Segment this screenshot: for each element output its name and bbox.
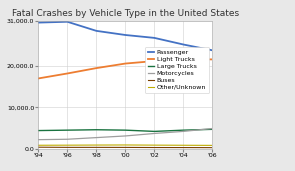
Other/Unknown bbox=[124, 144, 127, 146]
Passenger bbox=[153, 37, 156, 39]
Motorcycles bbox=[37, 139, 40, 141]
Large Trucks bbox=[124, 129, 127, 131]
Buses bbox=[37, 146, 40, 148]
Other/Unknown bbox=[211, 144, 214, 146]
Line: Light Trucks: Light Trucks bbox=[38, 59, 212, 78]
Other/Unknown bbox=[153, 144, 156, 146]
Light Trucks bbox=[124, 63, 127, 65]
Buses bbox=[65, 146, 69, 148]
Motorcycles bbox=[124, 135, 127, 137]
Title: Fatal Crashes by Vehicle Type in the United States: Fatal Crashes by Vehicle Type in the Uni… bbox=[12, 9, 239, 18]
Motorcycles bbox=[182, 130, 185, 132]
Large Trucks bbox=[211, 128, 214, 130]
Passenger bbox=[95, 30, 98, 32]
Light Trucks bbox=[211, 58, 214, 60]
Motorcycles bbox=[95, 137, 98, 139]
Line: Large Trucks: Large Trucks bbox=[38, 129, 212, 131]
Legend: Passenger, Light Trucks, Large Trucks, Motorcycles, Buses, Other/Unknown: Passenger, Light Trucks, Large Trucks, M… bbox=[145, 47, 209, 93]
Motorcycles bbox=[65, 138, 69, 140]
Other/Unknown bbox=[37, 144, 40, 146]
Light Trucks bbox=[65, 73, 69, 75]
Motorcycles bbox=[153, 132, 156, 134]
Motorcycles bbox=[211, 127, 214, 129]
Buses bbox=[182, 147, 185, 149]
Light Trucks bbox=[182, 58, 185, 60]
Line: Passenger: Passenger bbox=[38, 22, 212, 50]
Large Trucks bbox=[65, 129, 69, 131]
Large Trucks bbox=[95, 129, 98, 131]
Passenger bbox=[211, 49, 214, 51]
Passenger bbox=[124, 34, 127, 36]
Other/Unknown bbox=[182, 144, 185, 146]
Other/Unknown bbox=[95, 144, 98, 146]
Large Trucks bbox=[153, 130, 156, 132]
Line: Motorcycles: Motorcycles bbox=[38, 128, 212, 140]
Passenger bbox=[182, 43, 185, 45]
Line: Buses: Buses bbox=[38, 147, 212, 148]
Passenger bbox=[37, 22, 40, 24]
Passenger bbox=[65, 21, 69, 23]
Light Trucks bbox=[37, 77, 40, 80]
Light Trucks bbox=[95, 67, 98, 69]
Buses bbox=[95, 146, 98, 148]
Large Trucks bbox=[182, 129, 185, 131]
Buses bbox=[124, 146, 127, 148]
Buses bbox=[153, 147, 156, 149]
Other/Unknown bbox=[65, 144, 69, 146]
Buses bbox=[211, 147, 214, 149]
Large Trucks bbox=[37, 130, 40, 132]
Light Trucks bbox=[153, 60, 156, 62]
